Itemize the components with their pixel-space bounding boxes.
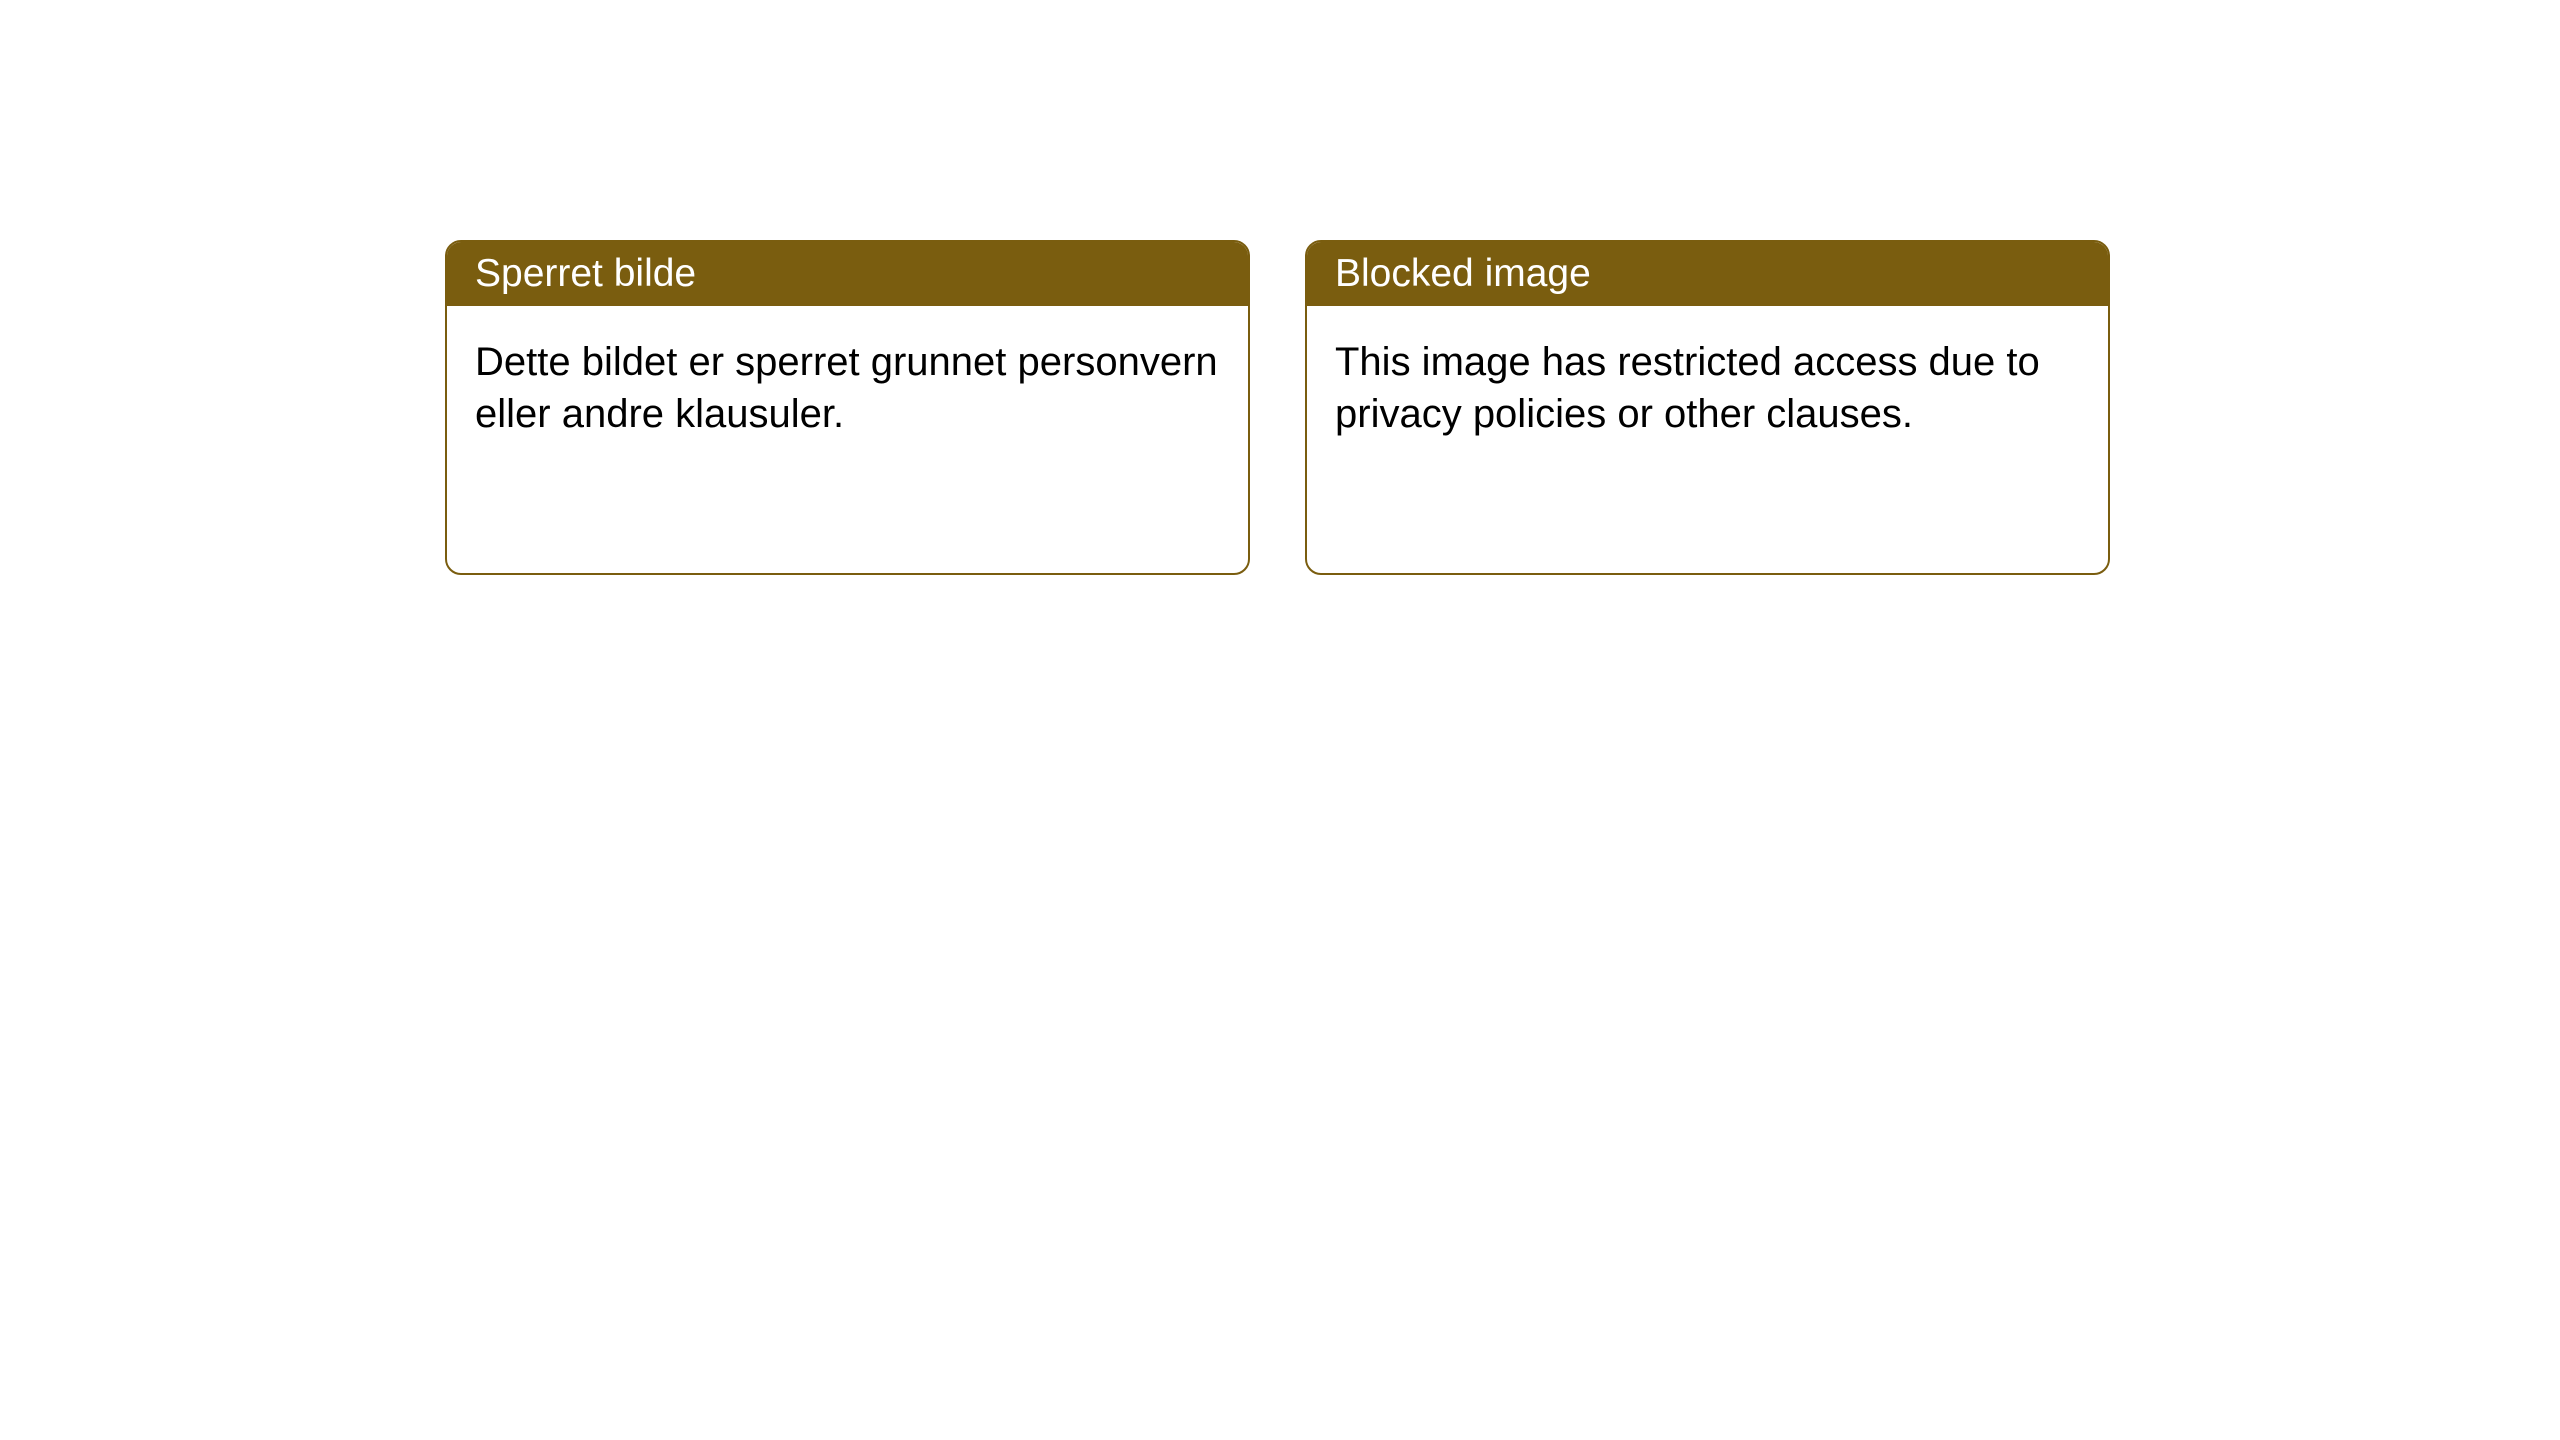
notice-text: This image has restricted access due to …	[1335, 340, 2040, 436]
notice-header: Blocked image	[1307, 242, 2108, 306]
notice-header: Sperret bilde	[447, 242, 1248, 306]
notice-title: Blocked image	[1335, 252, 1591, 295]
notice-text: Dette bildet er sperret grunnet personve…	[475, 340, 1218, 436]
notice-card-english: Blocked image This image has restricted …	[1305, 240, 2110, 575]
notice-title: Sperret bilde	[475, 252, 696, 295]
notice-container: Sperret bilde Dette bildet er sperret gr…	[0, 0, 2560, 575]
notice-card-norwegian: Sperret bilde Dette bildet er sperret gr…	[445, 240, 1250, 575]
notice-body: This image has restricted access due to …	[1307, 306, 2108, 470]
notice-body: Dette bildet er sperret grunnet personve…	[447, 306, 1248, 470]
